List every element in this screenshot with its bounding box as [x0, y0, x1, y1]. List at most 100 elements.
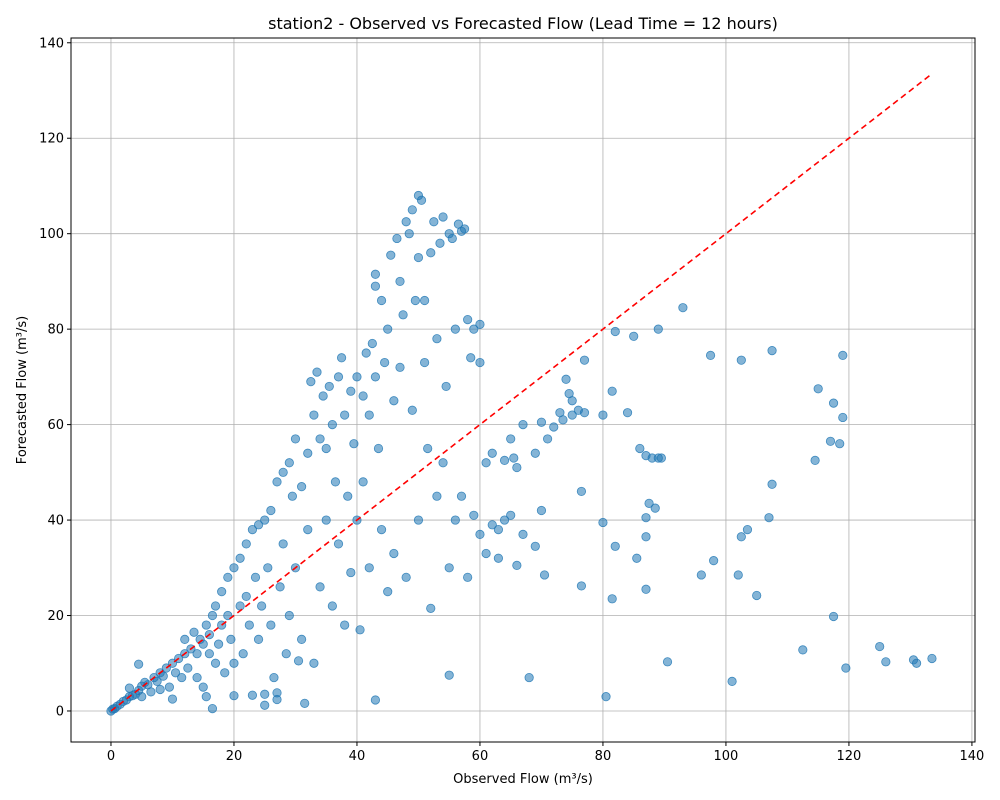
data-point [413, 252, 424, 263]
data-point [315, 582, 325, 592]
data-point [383, 587, 393, 597]
data-point [549, 422, 559, 432]
y-tick-label: 60 [47, 418, 64, 433]
data-point [392, 233, 402, 244]
plot-area-frame [70, 37, 976, 743]
data-point [241, 591, 251, 602]
data-point [475, 357, 485, 368]
data-point [287, 491, 297, 501]
data-point [798, 645, 808, 655]
data-point [327, 601, 337, 611]
data-point [536, 505, 547, 516]
axis-ticks: 0 20 40 60 80 100 120 140 0 20 40 60 80 100 120 140 [39, 36, 984, 764]
data-point [281, 649, 291, 659]
data-point [383, 324, 393, 334]
data-point [266, 620, 276, 630]
data-point [312, 367, 322, 377]
data-point [607, 386, 617, 396]
data-point [426, 248, 436, 258]
data-point [499, 455, 510, 465]
y-tick-label: 40 [47, 514, 64, 529]
data-point [213, 639, 224, 649]
chart-title: station2 - Observed vs Forecasted Flow (… [268, 14, 778, 33]
data-point [364, 410, 374, 420]
data-point [435, 238, 445, 248]
data-point [407, 405, 417, 415]
data-point [828, 611, 839, 622]
data-point [238, 649, 248, 659]
data-point [321, 443, 331, 454]
data-point [598, 410, 608, 420]
data-point [386, 250, 396, 260]
x-tick-label: 80 [595, 749, 612, 764]
data-point [736, 532, 746, 542]
data-point [370, 281, 381, 291]
data-point [278, 467, 288, 477]
data-point [610, 326, 620, 337]
data-point [650, 503, 660, 513]
data-point [518, 529, 528, 539]
data-point [318, 391, 328, 401]
y-tick-label: 100 [39, 227, 64, 242]
data-point [487, 448, 497, 458]
data-point [192, 649, 202, 659]
data-point [576, 581, 587, 591]
data-point [539, 570, 550, 580]
data-point [662, 657, 673, 667]
data-point [297, 482, 307, 492]
data-point [629, 331, 639, 341]
x-tick-label: 40 [349, 749, 366, 764]
data-point [404, 229, 414, 239]
data-point [410, 295, 420, 306]
data-point [370, 269, 381, 279]
data-point [170, 668, 181, 678]
data-point [315, 434, 325, 444]
data-point [641, 513, 651, 523]
data-point [656, 453, 666, 463]
data-point [284, 610, 294, 621]
data-point [266, 505, 276, 516]
data-point [229, 563, 239, 573]
data-point [260, 515, 270, 525]
data-point [469, 324, 479, 334]
data-point [223, 610, 233, 621]
data-point [361, 348, 371, 358]
data-point [189, 627, 199, 637]
data-point [841, 663, 851, 673]
data-point [373, 443, 384, 454]
data-point [438, 458, 448, 468]
data-point [201, 620, 211, 630]
data-point [333, 539, 344, 549]
data-point [250, 572, 261, 582]
data-point [481, 458, 491, 468]
data-point [911, 658, 922, 668]
data-point [579, 408, 590, 418]
data-point [263, 563, 273, 573]
data-point [653, 324, 663, 334]
data-point [579, 355, 590, 365]
data-point [536, 417, 547, 427]
data-point [223, 572, 233, 582]
data-point [330, 477, 341, 487]
data-point [413, 515, 424, 525]
data-point [736, 355, 746, 365]
data-point [601, 692, 611, 702]
data-point [567, 396, 577, 406]
data-point [752, 590, 762, 601]
data-point [450, 324, 460, 334]
data-point [506, 434, 516, 444]
data-point [705, 350, 716, 360]
data-point [349, 439, 359, 449]
data-point [395, 276, 405, 287]
y-tick-label: 20 [47, 609, 64, 624]
data-point [622, 408, 633, 418]
data-point [927, 653, 937, 664]
data-point [432, 334, 442, 344]
data-point [376, 525, 387, 535]
data-point [493, 525, 504, 535]
data-point [235, 553, 245, 563]
data-point [678, 303, 688, 313]
data-point [303, 525, 313, 535]
data-point [512, 462, 522, 473]
